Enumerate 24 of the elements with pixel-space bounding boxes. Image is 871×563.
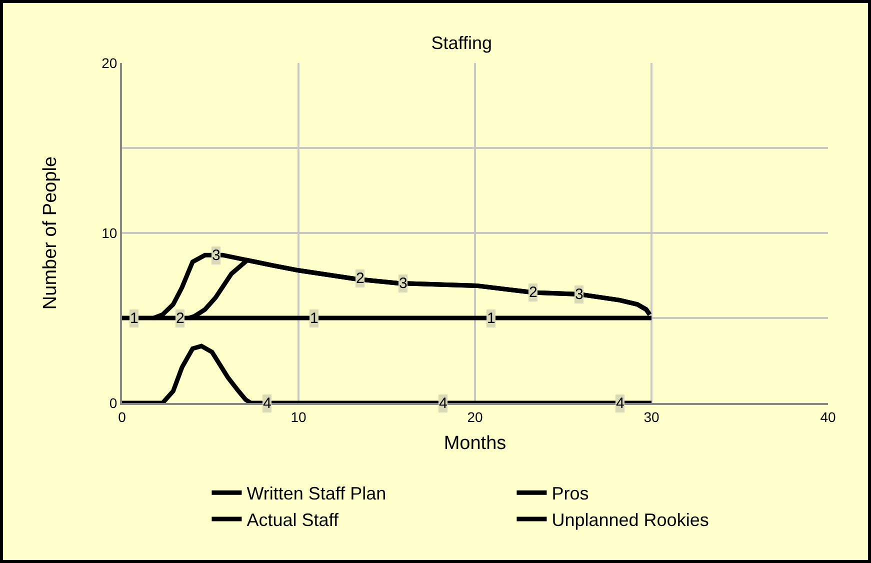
x-tick-label: 40 <box>820 408 836 425</box>
annotation: 3 <box>212 247 220 264</box>
annotation: 1 <box>487 310 496 327</box>
legend-label: Written Staff Plan <box>246 484 386 504</box>
annotation: 3 <box>399 275 408 292</box>
annotation: 4 <box>263 395 272 412</box>
x-tick-label: 10 <box>290 408 306 425</box>
legend-label: Actual Staff <box>246 510 340 530</box>
chart-title: Staffing <box>431 33 492 54</box>
y-tick-label: 20 <box>102 54 118 71</box>
x-tick-label: 30 <box>644 408 660 425</box>
legend-label: Unplanned Rookies <box>552 510 709 530</box>
annotation: 4 <box>439 395 448 412</box>
annotation: 1 <box>310 310 318 327</box>
legend-label: Pros <box>552 484 589 504</box>
x-tick-label: 20 <box>467 408 483 425</box>
y-tick-label: 10 <box>102 224 118 241</box>
annotation: 1 <box>130 310 138 327</box>
y-tick-label: 0 <box>109 394 118 411</box>
annotation: 2 <box>356 270 364 287</box>
y-axis-title: Number of People <box>40 156 61 310</box>
annotation: 4 <box>616 395 624 412</box>
x-axis-title: Months <box>444 433 506 454</box>
annotation: 2 <box>176 310 184 327</box>
